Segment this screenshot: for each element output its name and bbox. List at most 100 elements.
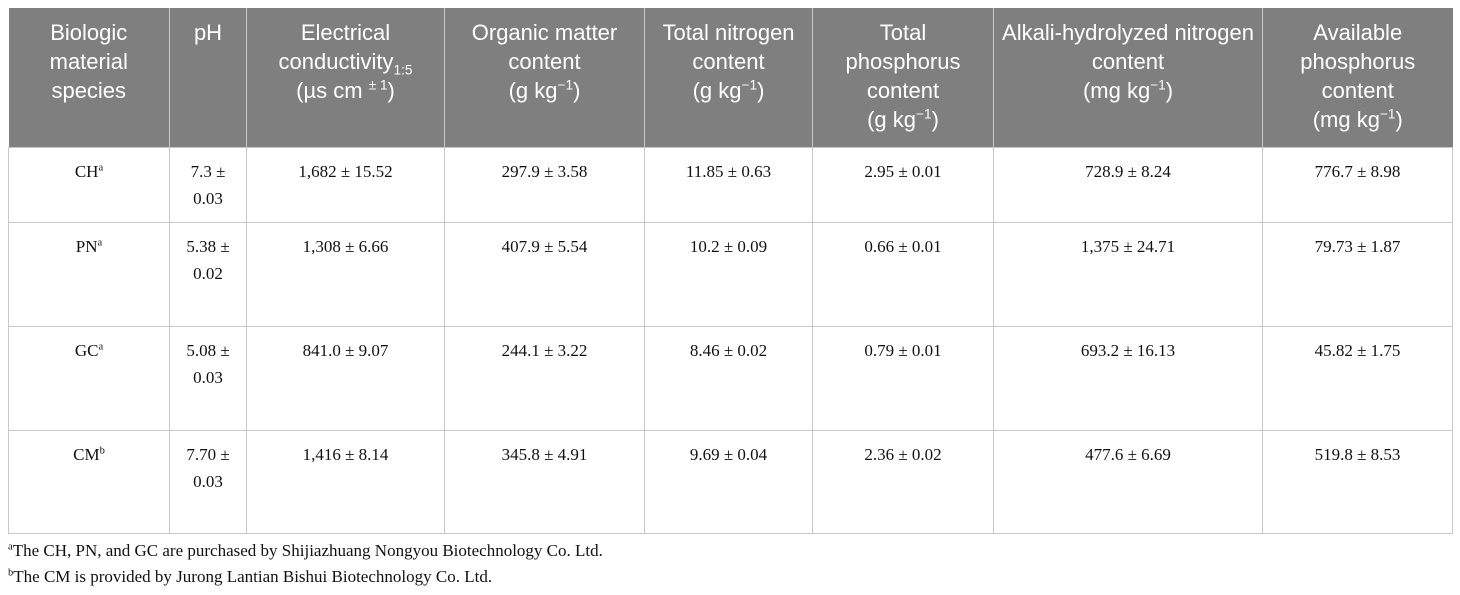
value-cell: 244.1 ± 3.22 bbox=[444, 325, 645, 431]
value-cell: 7.70 ± 0.03 bbox=[169, 429, 247, 534]
table-header: Biologic material species pH Electrical co… bbox=[8, 8, 1453, 147]
column-header: Alkali-hydrolyzed nitrogen content (mg kg… bbox=[993, 8, 1263, 147]
table-row: CMb 7.70 ± 0.03 1,416 ± 8.14 345.8 ± 4.91 9.… bbox=[8, 429, 1453, 534]
value-cell: 841.0 ± 9.07 bbox=[246, 325, 445, 431]
header-unit: (g kg−1) bbox=[653, 76, 804, 105]
column-header: Electrical conductivity1:5 (µs cm ± 1) bbox=[246, 8, 445, 147]
value-cell: 7.3 ± 0.03 bbox=[169, 146, 247, 223]
header-text: (g kg bbox=[508, 78, 558, 103]
header-text: Total nitrogen content bbox=[662, 20, 795, 74]
value-cell: 693.2 ± 16.13 bbox=[993, 325, 1263, 431]
footnote-mark: a bbox=[97, 236, 103, 248]
species-cell: GCa bbox=[8, 325, 170, 431]
footnote-mark: b bbox=[99, 444, 105, 456]
value-cell: 728.9 ± 8.24 bbox=[993, 146, 1263, 223]
value-cell: 11.85 ± 0.63 bbox=[644, 146, 813, 223]
header-unit: (g kg−1) bbox=[821, 105, 985, 134]
header-label: Available phosphorus content bbox=[1300, 20, 1415, 103]
value-cell: 79.73 ± 1.87 bbox=[1262, 221, 1453, 327]
header-unit: (µs cm ± 1) bbox=[255, 76, 436, 105]
footnote-text: The CH, PN, and GC are purchased by Shij… bbox=[12, 541, 603, 560]
header-text: ) bbox=[387, 78, 395, 103]
table-row: CHa 7.3 ± 0.03 1,682 ± 15.52 297.9 ± 3.58 11… bbox=[8, 146, 1453, 223]
header-text: −1 bbox=[1379, 106, 1396, 122]
header-label: Organic matter content bbox=[472, 20, 618, 74]
value-cell: 10.2 ± 0.09 bbox=[644, 221, 813, 327]
header-unit: (mg kg−1) bbox=[1002, 76, 1254, 105]
header-text: pH bbox=[193, 20, 223, 45]
header-text: Alkali-hydrolyzed nitrogen content bbox=[1002, 20, 1254, 74]
header-text: Biologic material species bbox=[49, 20, 128, 103]
header-label: pH bbox=[194, 20, 222, 45]
value-cell: 1,375 ± 24.71 bbox=[993, 221, 1263, 327]
value-cell: 297.9 ± 3.58 bbox=[444, 146, 645, 223]
value-cell: 9.69 ± 0.04 bbox=[644, 429, 813, 534]
species-cell: CMb bbox=[8, 429, 170, 534]
header-text: −1 bbox=[741, 77, 758, 93]
header-unit: (mg kg−1) bbox=[1271, 105, 1445, 134]
value-cell: 0.66 ± 0.01 bbox=[812, 221, 994, 327]
header-text: ) bbox=[1395, 107, 1403, 132]
header-label: Biologic material species bbox=[50, 20, 128, 103]
value-cell: 0.79 ± 0.01 bbox=[812, 325, 994, 431]
footnote: bThe CM is provided by Jurong Lantian Bi… bbox=[8, 567, 492, 587]
header-text: −1 bbox=[916, 106, 932, 122]
footnote: aThe CH, PN, and GC are purchased by Shi… bbox=[8, 541, 603, 561]
column-header: pH bbox=[169, 8, 247, 147]
header-text: ) bbox=[573, 78, 581, 103]
species-name: PN bbox=[75, 236, 98, 256]
table-row: GCa 5.08 ± 0.03 841.0 ± 9.07 244.1 ± 3.22 8.… bbox=[8, 325, 1453, 431]
species-cell: CHa bbox=[8, 146, 170, 223]
value-cell: 2.36 ± 0.02 bbox=[812, 429, 994, 534]
footnote-mark: a bbox=[98, 340, 104, 352]
table-row: PNa 5.38 ± 0.02 1,308 ± 6.66 407.9 ± 5.54 10… bbox=[8, 221, 1453, 327]
header-text: (mg kg bbox=[1082, 78, 1151, 103]
value-cell: 5.08 ± 0.03 bbox=[169, 325, 247, 431]
species-cell: PNa bbox=[8, 221, 170, 327]
header-unit: (g kg−1) bbox=[453, 76, 636, 105]
header-text: Available phosphorus content bbox=[1300, 20, 1416, 103]
header-text: (g kg bbox=[867, 107, 917, 132]
header-label: Total phosphorus content bbox=[846, 20, 961, 103]
header-label: Total nitrogen content bbox=[662, 20, 794, 74]
value-cell: 8.46 ± 0.02 bbox=[644, 325, 813, 431]
footnote-mark: a bbox=[98, 161, 104, 173]
value-cell: 45.82 ± 1.75 bbox=[1262, 325, 1453, 431]
column-header: Organic matter content (g kg−1) bbox=[444, 8, 645, 147]
header-text: (µs cm bbox=[296, 78, 369, 103]
header-text: 1:5 bbox=[393, 62, 413, 78]
column-header: Total nitrogen content (g kg−1) bbox=[644, 8, 813, 147]
header-text: ) bbox=[1165, 78, 1174, 103]
species-name: CM bbox=[73, 444, 100, 464]
value-cell: 477.6 ± 6.69 bbox=[993, 429, 1263, 534]
data-table: Biologic material species pH Electrical co… bbox=[8, 8, 1453, 534]
value-cell: 2.95 ± 0.01 bbox=[812, 146, 994, 223]
header-text: (mg kg bbox=[1312, 107, 1380, 132]
value-cell: 1,416 ± 8.14 bbox=[246, 429, 445, 534]
species-name: CH bbox=[74, 161, 99, 181]
value-cell: 5.38 ± 0.02 bbox=[169, 221, 247, 327]
header-text: Total phosphorus content bbox=[845, 20, 961, 103]
value-cell: 776.7 ± 8.98 bbox=[1262, 146, 1453, 223]
header-text: ) bbox=[931, 107, 939, 132]
value-cell: 1,308 ± 6.66 bbox=[246, 221, 445, 327]
header-text: (g kg bbox=[692, 78, 742, 103]
footnote-mark: b bbox=[8, 567, 14, 579]
header-row: Biologic material species pH Electrical co… bbox=[8, 8, 1453, 147]
header-text: ± 1 bbox=[368, 77, 388, 93]
header-label: Electrical conductivity1:5 bbox=[278, 20, 413, 78]
header-text: Electrical conductivity bbox=[278, 20, 394, 74]
footnote-text: The CM is provided by Jurong Lantian Bis… bbox=[13, 567, 493, 586]
species-name: GC bbox=[74, 340, 99, 360]
header-label: Alkali-hydrolyzed nitrogen content bbox=[1002, 20, 1254, 74]
header-text: ) bbox=[757, 78, 765, 103]
table-body: CHa 7.3 ± 0.03 1,682 ± 15.52 297.9 ± 3.58 11… bbox=[8, 146, 1453, 534]
column-header: Total phosphorus content (g kg−1) bbox=[812, 8, 994, 147]
value-cell: 345.8 ± 4.91 bbox=[444, 429, 645, 534]
footnote-mark: a bbox=[8, 541, 13, 553]
column-header: Available phosphorus content (mg kg−1) bbox=[1262, 8, 1453, 147]
header-text: Organic matter content bbox=[471, 20, 618, 74]
value-cell: 1,682 ± 15.52 bbox=[246, 146, 445, 223]
value-cell: 407.9 ± 5.54 bbox=[444, 221, 645, 327]
